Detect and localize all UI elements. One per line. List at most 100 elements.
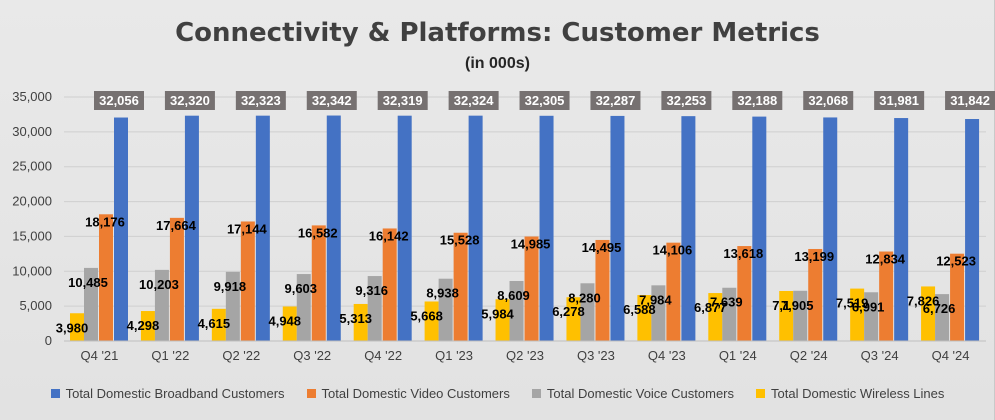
label-box-broadband [94, 91, 144, 110]
data-label-voice: 6,991 [852, 299, 885, 314]
bar-voice [580, 283, 595, 341]
data-label-video: 14,106 [653, 243, 693, 258]
bar-video [950, 253, 965, 341]
legend-item: Total Domestic Video Customers [306, 386, 510, 401]
data-label-voice: 7,905 [781, 298, 814, 313]
label-box-broadband [306, 91, 357, 110]
bar-video [382, 228, 397, 341]
bar-wireless [708, 293, 723, 341]
bar-broadband [468, 115, 483, 341]
bar-video [524, 236, 539, 341]
data-label-broadband: 32,253 [667, 93, 707, 108]
y-tick-label: 20,000 [12, 194, 52, 209]
label-box-broadband [874, 91, 925, 110]
data-label-wireless: 6,877 [694, 300, 727, 315]
bar-video [666, 242, 681, 341]
legend-item: Total Domestic Broadband Customers [50, 386, 285, 401]
x-tick-label: Q1 '24 [719, 348, 757, 363]
bar-wireless [921, 286, 936, 341]
bar-broadband [397, 115, 412, 341]
data-label-voice: 8,609 [497, 288, 530, 303]
label-box-broadband [803, 91, 854, 110]
bar-broadband [184, 115, 199, 341]
data-label-wireless: 6,278 [552, 304, 585, 319]
y-tick-label: 0 [45, 333, 52, 348]
data-label-voice: 10,485 [68, 275, 108, 290]
data-label-wireless: 5,984 [481, 306, 514, 321]
data-label-video: 14,495 [582, 240, 622, 255]
label-box-broadband [448, 91, 499, 110]
bar-broadband [823, 117, 838, 341]
x-tick-label: Q3 '24 [861, 348, 899, 363]
data-label-wireless: 4,948 [268, 314, 301, 329]
data-label-voice: 8,938 [426, 286, 459, 301]
x-tick-label: Q4 '21 [81, 348, 119, 363]
x-tick-label: Q4 '22 [364, 348, 402, 363]
bar-broadband [681, 116, 696, 341]
bar-broadband [326, 115, 341, 341]
legend-label: Total Domestic Wireless Lines [771, 386, 945, 401]
bar-wireless [282, 306, 297, 341]
data-label-video: 16,582 [298, 225, 338, 240]
bar-voice [651, 285, 666, 341]
data-label-voice: 7,984 [639, 292, 672, 307]
bar-video [595, 239, 610, 341]
y-tick-label: 25,000 [12, 159, 52, 174]
data-label-video: 17,664 [156, 218, 197, 233]
data-label-wireless: 7,1 [772, 298, 790, 313]
bar-voice [509, 280, 524, 341]
data-label-wireless: 4,615 [198, 316, 231, 331]
bar-voice [367, 276, 382, 341]
data-label-voice: 9,918 [214, 279, 247, 294]
legend-swatch [531, 389, 541, 398]
label-box-broadband [377, 91, 428, 110]
bar-broadband [255, 115, 270, 342]
data-label-wireless: 7,519 [836, 296, 869, 311]
data-label-voice: 9,316 [355, 283, 388, 298]
data-label-wireless: 7,826 [907, 293, 940, 308]
bar-voice [935, 294, 950, 341]
x-tick-label: Q4 '24 [932, 348, 970, 363]
bar-broadband [752, 116, 767, 341]
label-box-broadband [945, 91, 995, 110]
x-tick-label: Q3 '22 [293, 348, 331, 363]
data-label-broadband: 32,287 [596, 93, 636, 108]
x-tick-label: Q2 '22 [222, 348, 260, 363]
data-label-voice: 7,639 [710, 295, 743, 310]
legend-label: Total Domestic Voice Customers [546, 386, 734, 401]
x-tick-label: Q1 '22 [151, 348, 189, 363]
y-tick-label: 10,000 [12, 263, 52, 278]
data-label-video: 15,528 [440, 233, 480, 248]
bar-wireless [70, 313, 84, 341]
data-label-wireless: 3,980 [56, 320, 89, 335]
bar-voice [722, 287, 737, 341]
bar-wireless [353, 303, 368, 341]
data-label-video: 13,199 [794, 249, 834, 264]
bar-voice [296, 274, 311, 341]
label-box-broadband [519, 91, 570, 110]
bar-wireless [495, 299, 510, 341]
data-label-video: 12,834 [865, 252, 906, 267]
legend-label: Total Domestic Broadband Customers [65, 386, 285, 401]
data-label-voice: 6,726 [923, 301, 956, 316]
x-tick-label: Q1 '23 [435, 348, 473, 363]
bar-video [879, 251, 894, 341]
bar-broadband [610, 115, 625, 341]
bar-wireless [637, 295, 652, 341]
bar-voice [864, 292, 879, 341]
bar-voice [154, 269, 169, 341]
data-label-broadband: 31,981 [879, 93, 919, 108]
data-label-broadband: 32,188 [737, 93, 777, 108]
bar-wireless [779, 290, 794, 341]
data-label-video: 17,144 [227, 221, 268, 236]
bar-broadband [965, 119, 980, 341]
bar-wireless [566, 297, 581, 341]
bar-wireless [424, 301, 439, 341]
data-label-wireless: 4,298 [127, 318, 160, 333]
bar-wireless [211, 308, 226, 341]
label-box-broadband [164, 91, 215, 110]
bar-voice [793, 290, 808, 341]
bar-video [453, 232, 468, 341]
legend-item: Total Domestic Voice Customers [531, 386, 734, 401]
